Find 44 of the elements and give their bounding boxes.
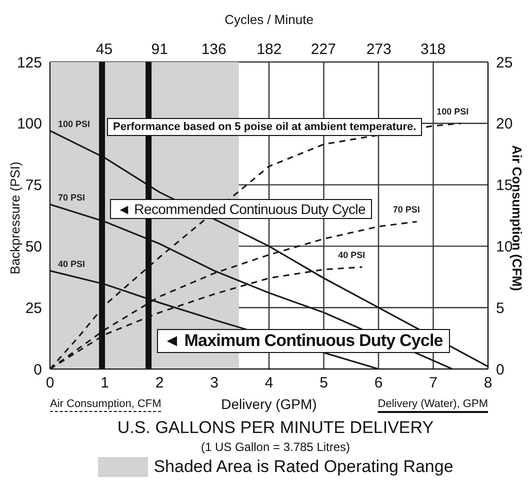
y2-tick-label: 0	[496, 361, 504, 378]
x2-tick-label: 45	[96, 41, 113, 58]
y-axis-title: Backpressure (PSI)	[8, 162, 22, 274]
x-tick-label: 8	[484, 374, 492, 392]
x2-tick-label: 91	[151, 41, 168, 58]
x-tick-label: 7	[429, 374, 438, 392]
x2-tick-label: 318	[420, 41, 446, 58]
series-label: 70 PSI	[58, 192, 86, 202]
y-tick-label: 50	[25, 238, 42, 256]
x2-axis-title: Cycles / Minute	[224, 12, 314, 27]
y-tick-label: 75	[25, 177, 42, 194]
series-label: 40 PSI	[58, 258, 86, 269]
series-label: 100 PSI	[436, 106, 469, 116]
x-axis-title: Delivery (GPM)	[221, 396, 317, 412]
legend-label: Shaded Area is Rated Operating Range	[154, 457, 454, 477]
x-tick-label: 2	[155, 374, 164, 392]
y2-tick-label: 25	[496, 54, 513, 72]
ref-line-label: ◄ Recommended Continuous Duty Cycle	[110, 199, 372, 220]
series-label: 40 PSI	[338, 250, 366, 260]
y-tick-label: 0	[34, 361, 42, 378]
y-tick-label: 100	[16, 116, 42, 133]
x2-tick-label: 136	[201, 41, 226, 58]
text: (1 US Gallon = 3.785 Litres)	[200, 440, 352, 454]
annotation: Performance based on 5 poise oil at ambient temperature.	[107, 118, 422, 136]
ref-line-label: ◄ Maximum Continuous Duty Cycle	[156, 329, 450, 354]
y2-tick-label: 20	[496, 116, 513, 133]
x2-tick-label: 227	[310, 41, 336, 58]
series-label: 100 PSI	[58, 118, 90, 129]
x2-tick-label: 182	[256, 41, 282, 58]
x2-tick-label: 273	[366, 41, 392, 58]
y-tick-label: 25	[25, 300, 42, 317]
text: Delivery (Water), GPM	[378, 398, 488, 410]
series-label: 70 PSI	[392, 204, 420, 215]
x-tick-label: 5	[320, 374, 328, 392]
x-tick-label: 1	[100, 374, 109, 392]
x-tick-label: 4	[264, 374, 274, 392]
x-tick-label: 3	[210, 374, 218, 392]
y2-tick-label: 15	[496, 177, 513, 194]
text: U.S. GALLONS PER MINUTE DELIVERY	[116, 418, 435, 438]
x-tick-label: 6	[374, 374, 383, 392]
y-tick-label: 125	[16, 54, 42, 72]
text: Air Consumption, CFM	[50, 398, 162, 410]
x-tick-label: 0	[46, 374, 54, 392]
y2-tick-label: 5	[496, 300, 504, 317]
